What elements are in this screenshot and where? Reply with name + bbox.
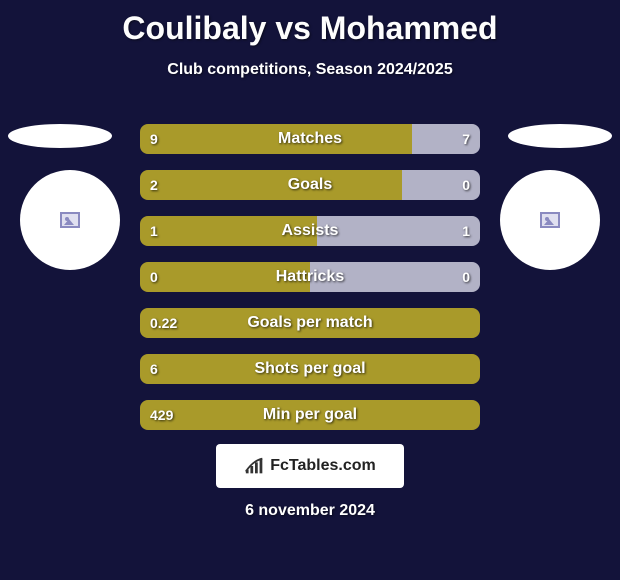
stat-row: 97Matches [140,124,480,154]
image-placeholder-icon [540,212,560,228]
stat-row: 0.22Goals per match [140,308,480,338]
image-placeholder-icon [60,212,80,228]
stat-label: Min per goal [140,400,480,430]
stat-label: Shots per goal [140,354,480,384]
stat-label: Assists [140,216,480,246]
page-title: Coulibaly vs Mohammed [0,0,620,47]
brand-box: FcTables.com [216,444,404,488]
player-right-name: Mohammed [320,10,498,46]
player-right-club-logo [500,170,600,270]
stat-row: 00Hattricks [140,262,480,292]
stat-row: 429Min per goal [140,400,480,430]
subtitle: Club competitions, Season 2024/2025 [0,61,620,79]
comparison-bars: 97Matches 20Goals 11Assists 00Hattricks 0.22… [140,124,480,446]
player-right-flag [508,124,612,148]
stat-row: 11Assists [140,216,480,246]
stat-label: Goals per match [140,308,480,338]
player-left-club-logo [20,170,120,270]
stat-row: 20Goals [140,170,480,200]
stat-label: Goals [140,170,480,200]
brand-text: FcTables.com [270,457,376,475]
stat-label: Hattricks [140,262,480,292]
title-vs: vs [275,10,311,46]
player-left-flag [8,124,112,148]
stat-label: Matches [140,124,480,154]
stat-row: 6Shots per goal [140,354,480,384]
date-text: 6 november 2024 [0,502,620,520]
wifi-bars-icon [244,455,266,477]
player-left-name: Coulibaly [122,10,266,46]
